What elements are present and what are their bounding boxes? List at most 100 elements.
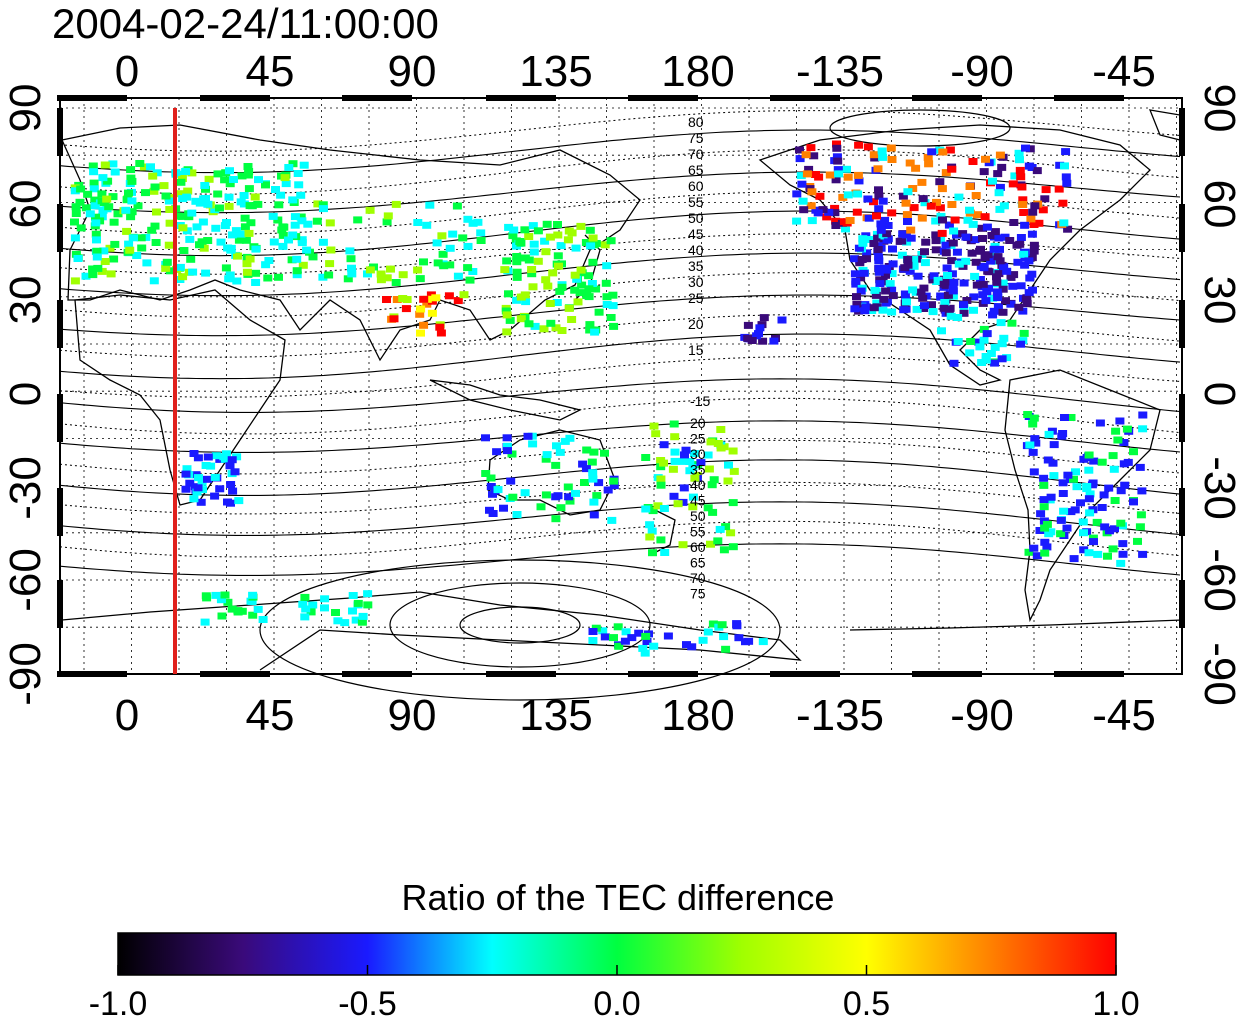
- tec-cell: [971, 258, 981, 266]
- tec-cell: [1069, 555, 1079, 563]
- tec-cell: [422, 221, 432, 229]
- tec-cell: [981, 155, 990, 163]
- tec-cell: [726, 529, 736, 537]
- tec-cell: [278, 231, 288, 239]
- tec-cell: [832, 140, 841, 148]
- tec-cell: [453, 272, 463, 280]
- tec-cell: [721, 645, 731, 653]
- tec-cell: [909, 262, 919, 270]
- tec-cell: [905, 267, 915, 275]
- tec-cell: [878, 306, 888, 314]
- tec-cell: [981, 353, 991, 360]
- tec-cell: [935, 178, 945, 186]
- tec-cell: [953, 314, 963, 321]
- tec-cell: [944, 308, 954, 316]
- tec-cell: [437, 232, 447, 240]
- tec-cell: [1111, 427, 1121, 435]
- tec-cell: [1016, 282, 1026, 290]
- tec-cell: [1029, 241, 1039, 249]
- tec-cell: [1042, 520, 1052, 528]
- tec-cell: [539, 325, 549, 333]
- tec-cell: [552, 299, 562, 306]
- tec-cell: [744, 637, 754, 645]
- tec-cell: [439, 262, 449, 270]
- tec-cell: [980, 213, 990, 221]
- tec-cell: [678, 498, 688, 506]
- tec-cell: [571, 489, 580, 497]
- tec-cell: [506, 477, 516, 485]
- tec-cell: [340, 619, 350, 627]
- tec-cell: [752, 332, 762, 340]
- tec-cell: [608, 291, 618, 299]
- tec-cell: [71, 210, 81, 217]
- tec-cell: [899, 306, 909, 314]
- tec-cell: [152, 208, 161, 216]
- tec-cell: [391, 279, 401, 286]
- tec-cell: [220, 176, 230, 184]
- tec-cell: [858, 239, 868, 247]
- tec-cell: [1122, 425, 1132, 433]
- tec-cell: [419, 258, 428, 266]
- tec-cell: [998, 279, 1008, 287]
- tec-cell: [274, 201, 284, 209]
- tec-cell: [182, 465, 192, 473]
- tec-cell: [993, 294, 1003, 302]
- tec-cell: [284, 164, 294, 171]
- tec-cell: [125, 246, 135, 254]
- tec-cell: [528, 440, 538, 448]
- tec-cell: [920, 248, 929, 256]
- tec-cell: [553, 492, 563, 500]
- tec-cell: [253, 605, 263, 613]
- tec-cell: [445, 261, 455, 269]
- tec-cell: [796, 172, 806, 180]
- tec-cell: [533, 257, 543, 265]
- tec-cell: [292, 271, 302, 279]
- tec-cell: [88, 265, 98, 273]
- tec-cell: [1116, 519, 1126, 527]
- tec-cell: [585, 326, 595, 334]
- tec-cell: [875, 280, 885, 288]
- top-longitude-labels: 0 45 90 135 180 -135 -90 -45: [115, 47, 1156, 96]
- tec-cell: [1009, 219, 1019, 226]
- tec-cell: [1097, 504, 1107, 511]
- tec-cell: [187, 209, 197, 217]
- contour-line: [59, 501, 1181, 536]
- frame-tick: [1054, 95, 1124, 101]
- tec-cell: [881, 271, 890, 279]
- contour-line: [59, 459, 1181, 496]
- tec-cell: [872, 212, 881, 220]
- tec-cell: [325, 219, 335, 227]
- latitude-label: 60: [1, 180, 50, 229]
- tec-cell: [179, 247, 189, 254]
- tec-cell: [584, 285, 594, 293]
- contour-label: 25: [688, 290, 704, 306]
- tec-cell: [863, 195, 873, 203]
- tec-cell: [139, 163, 149, 171]
- contour-ellipse: [829, 109, 1011, 147]
- tec-cell: [178, 273, 188, 281]
- contour-line: [59, 294, 1181, 337]
- tec-cell: [203, 453, 213, 461]
- tec-cell: [108, 160, 118, 168]
- tec-cell: [994, 189, 1004, 197]
- tec-cell: [873, 165, 883, 173]
- tec-cell: [521, 298, 531, 306]
- tec-cell: [504, 290, 513, 298]
- tec-cell: [565, 434, 575, 442]
- tec-cell: [984, 268, 994, 276]
- tec-cell: [1089, 457, 1099, 465]
- tec-cell: [909, 256, 919, 263]
- tec-cell: [952, 231, 961, 239]
- longitude-label: 90: [388, 691, 437, 740]
- frame-tick: [1179, 300, 1185, 348]
- colorbar-title: Ratio of the TEC difference: [402, 877, 835, 918]
- tec-cell: [536, 503, 546, 511]
- tec-cell: [1044, 430, 1054, 438]
- tec-cell: [556, 504, 566, 512]
- tec-cell: [927, 148, 937, 156]
- tec-cell: [110, 240, 120, 248]
- tec-cell: [1076, 499, 1085, 507]
- tec-cell: [870, 286, 880, 294]
- tec-cell: [343, 275, 353, 283]
- tec-cell: [133, 202, 143, 210]
